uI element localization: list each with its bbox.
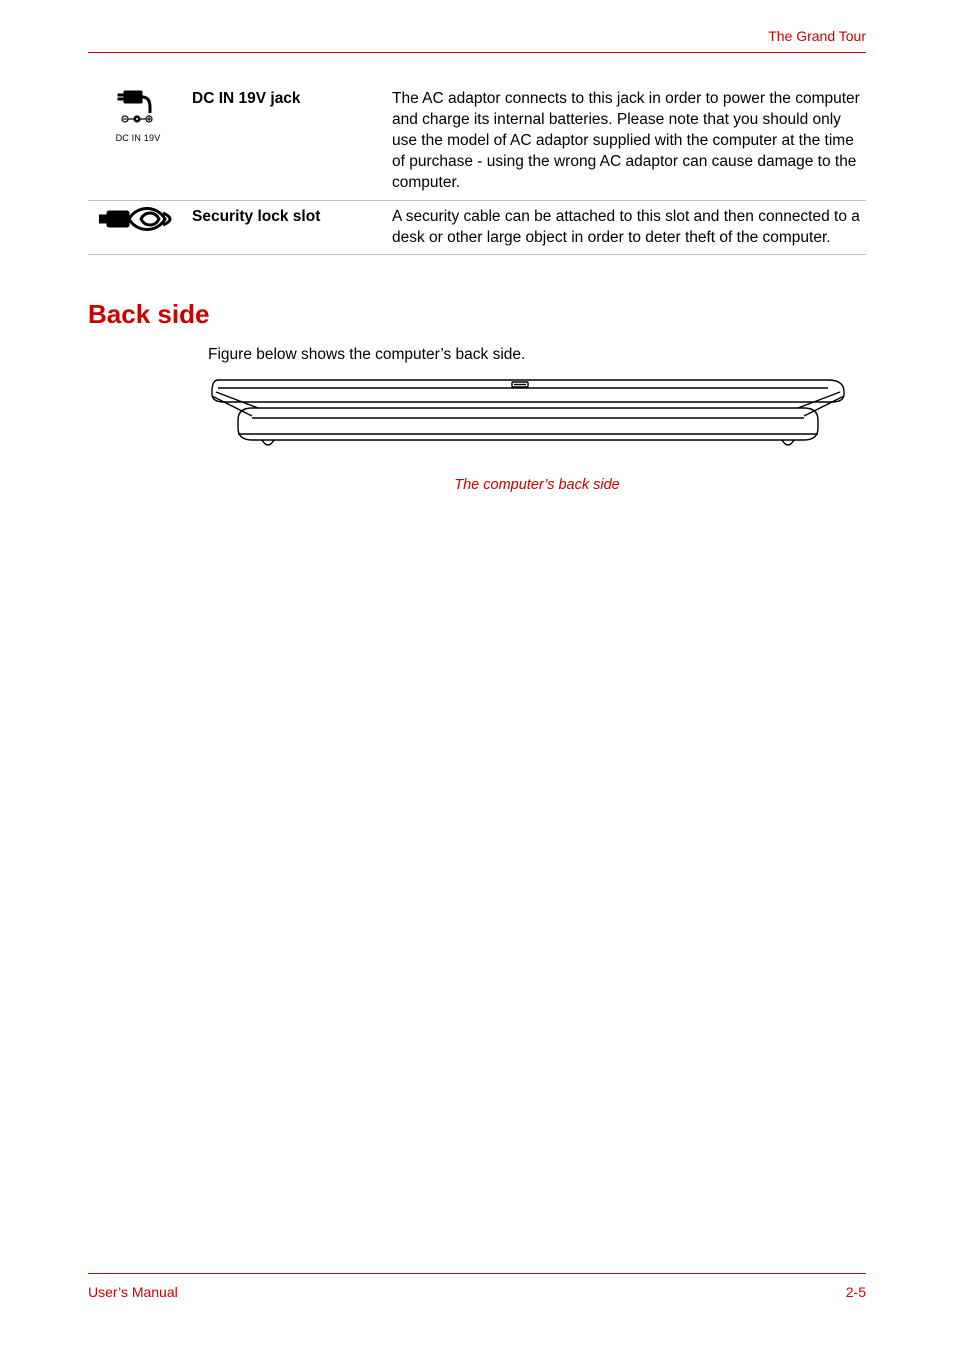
footer: User’s Manual 2-5: [88, 1273, 866, 1300]
back-side-illustration: [208, 374, 848, 458]
lock-slot-icon: [99, 207, 177, 231]
figure-caption: The computer’s back side: [208, 477, 866, 493]
term-dc-jack: DC IN 19V jack: [188, 83, 388, 200]
header-chapter: The Grand Tour: [88, 28, 866, 44]
footer-left: User’s Manual: [88, 1284, 178, 1300]
section-heading-back-side: Back side: [88, 299, 866, 330]
lock-slot-icon-cell: [88, 200, 188, 255]
dc-jack-icon: [116, 89, 160, 123]
header-rule: [88, 52, 866, 53]
footer-right: 2-5: [846, 1284, 866, 1300]
table-row: DC IN 19V DC IN 19V jack The AC adaptor …: [88, 83, 866, 200]
desc-dc-jack: The AC adaptor connects to this jack in …: [388, 83, 866, 200]
desc-lock-slot: A security cable can be attached to this…: [388, 200, 866, 255]
table-row: Security lock slot A security cable can …: [88, 200, 866, 255]
figure-back-side: [208, 374, 866, 463]
section-intro: Figure below shows the computer’s back s…: [208, 346, 866, 364]
dc-jack-icon-label: DC IN 19V: [92, 132, 184, 144]
dc-jack-icon-cell: DC IN 19V: [88, 83, 188, 200]
term-lock-slot: Security lock slot: [188, 200, 388, 255]
definition-table: DC IN 19V DC IN 19V jack The AC adaptor …: [88, 83, 866, 255]
page: The Grand Tour: [0, 0, 954, 493]
footer-rule: [88, 1273, 866, 1274]
